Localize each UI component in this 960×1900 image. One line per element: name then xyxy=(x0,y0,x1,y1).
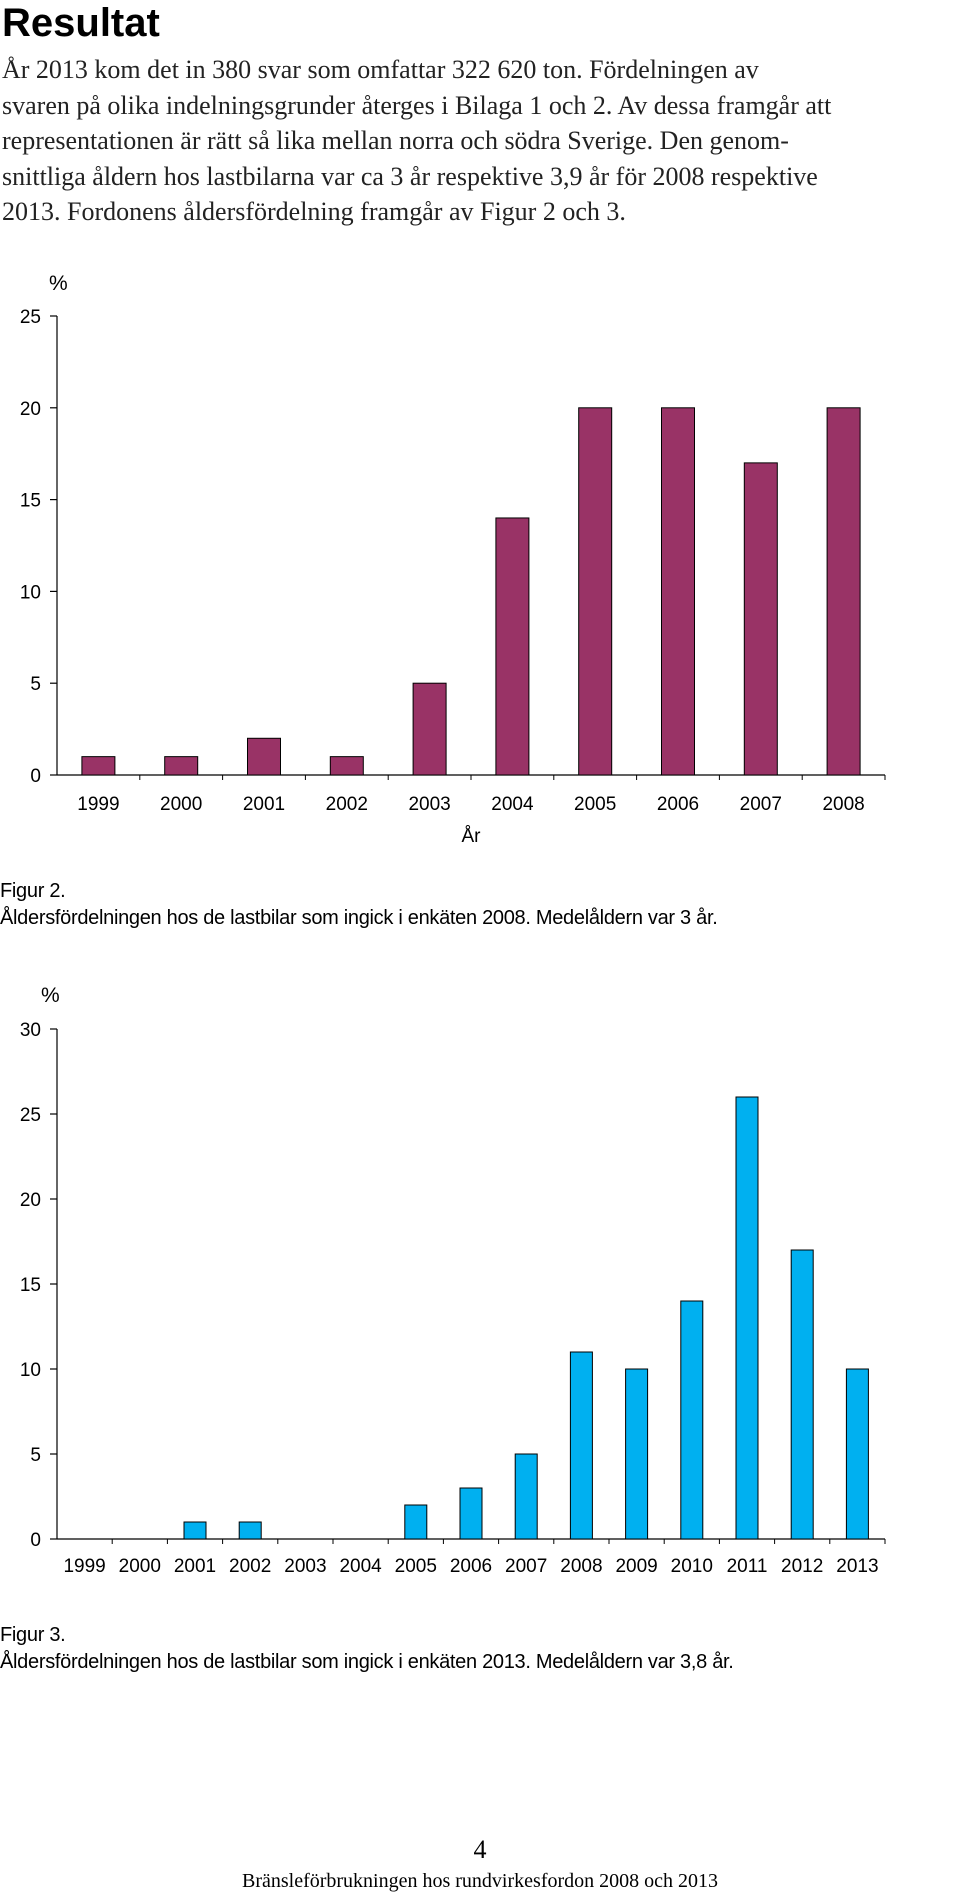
bar-2008 xyxy=(826,407,861,776)
y-tick-label: 10 xyxy=(20,582,41,603)
bar-2010 xyxy=(680,1300,704,1540)
x-tick-label: 2000 xyxy=(119,1556,161,1577)
figure-2-bar-chart: 0 5 10 15 20 25% 1999 2000 2001 2002 2003 2004 2005 2… xyxy=(20,272,886,847)
x-tick-label: 2011 xyxy=(727,1556,768,1577)
bar-2006 xyxy=(661,407,695,776)
x-tick-label: 2003 xyxy=(284,1556,326,1577)
bar-2005 xyxy=(404,1504,428,1540)
x-tick-label: 2007 xyxy=(740,794,782,815)
x-tick-label: 1999 xyxy=(63,1556,105,1577)
page-heading: Resultat xyxy=(2,1,160,45)
y-tick-label: 25 xyxy=(20,1105,41,1126)
bar-2009 xyxy=(625,1368,649,1540)
bar-2002 xyxy=(238,1521,262,1540)
bar-2003 xyxy=(412,682,447,776)
figure-3-bar-chart: 0 5 10 15 20 25 30% 1999 2000 2001 2002 2003 2004 200… xyxy=(20,984,886,1577)
bar-2011 xyxy=(735,1096,759,1540)
page-number: 4 xyxy=(473,1835,487,1864)
paragraph-line: representationen är rätt så lika mellan … xyxy=(2,126,789,155)
bar-1999 xyxy=(81,756,116,776)
paragraph-line: snittliga åldern hos lastbilarna var ca … xyxy=(2,161,818,191)
x-tick-label: 2005 xyxy=(395,1556,437,1577)
x-tick-label: 2007 xyxy=(505,1556,547,1577)
y-tick-label: 0 xyxy=(30,766,41,787)
bar-2002 xyxy=(329,756,364,776)
y-tick-label: 15 xyxy=(20,1275,41,1296)
bar-2005 xyxy=(578,407,613,776)
bar-2001 xyxy=(183,1521,207,1540)
x-tick-label: 2008 xyxy=(560,1556,602,1577)
x-tick-label: 2012 xyxy=(781,1556,823,1577)
x-tick-label: 2004 xyxy=(491,794,534,815)
y-tick-label: 15 xyxy=(20,491,41,512)
y-tick-label: 30 xyxy=(20,1020,41,1041)
x-tick-label: 2002 xyxy=(326,794,368,815)
bar-2006 xyxy=(459,1487,483,1540)
y-axis-label: % xyxy=(41,984,60,1007)
x-tick-label: 2004 xyxy=(339,1556,382,1577)
x-tick-label: 2013 xyxy=(836,1556,878,1577)
figure-2-caption-text: Åldersfördelningen hos de lastbilar som … xyxy=(0,907,718,929)
bar-2008 xyxy=(569,1351,593,1540)
x-tick-label: 2008 xyxy=(822,794,864,815)
bar-2000 xyxy=(164,756,199,776)
y-tick-label: 0 xyxy=(30,1530,41,1551)
y-tick-label: 20 xyxy=(20,399,41,420)
x-tick-label: 2002 xyxy=(229,1556,271,1577)
x-tick-label: 2010 xyxy=(671,1556,713,1577)
y-axis-label: % xyxy=(49,272,68,295)
bar-2012 xyxy=(790,1249,814,1540)
y-tick-label: 20 xyxy=(20,1190,41,1211)
paragraph-line: 2013. Fordonens åldersfördelning framgår… xyxy=(2,197,626,226)
bar-2007 xyxy=(514,1453,538,1540)
x-tick-label: 2001 xyxy=(243,794,285,815)
figure-2-label: Figur 2. xyxy=(0,880,66,902)
figure-2-caption: Figur 2. Åldersfördelningen hos de lastb… xyxy=(0,878,718,932)
paragraph-line: svaren på olika indelningsgrunder återge… xyxy=(2,90,832,120)
y-tick-label: 5 xyxy=(30,674,41,695)
x-tick-label: 2005 xyxy=(574,794,616,815)
y-tick-label: 10 xyxy=(20,1360,41,1381)
y-tick-label: 5 xyxy=(30,1445,41,1466)
bar-2013 xyxy=(845,1368,869,1540)
bar-2004 xyxy=(495,517,530,776)
x-tick-label: 1999 xyxy=(77,794,119,815)
x-tick-label: 2006 xyxy=(450,1556,492,1577)
y-tick-label: 25 xyxy=(20,307,41,328)
x-tick-label: 2003 xyxy=(408,794,450,815)
intro-paragraph: År 2013 kom det in 380 svar som omfattar… xyxy=(2,52,952,230)
bar-2001 xyxy=(247,737,281,776)
figure-3-caption-text: Åldersfördelningen hos de lastbilar som … xyxy=(0,1651,734,1673)
x-tick-label: 2001 xyxy=(174,1556,216,1577)
figure-3-label: Figur 3. xyxy=(0,1624,66,1646)
page-footer: Bränsleförbrukningen hos rundvirkesfordo… xyxy=(241,1870,719,1892)
x-tick-label: 2000 xyxy=(160,794,202,815)
bar-2007 xyxy=(743,462,778,776)
x-tick-label: 2006 xyxy=(657,794,699,815)
paragraph-line: År 2013 kom det in 380 svar som omfattar… xyxy=(2,55,759,84)
x-axis-label: År xyxy=(462,826,482,847)
figure-3-caption: Figur 3. Åldersfördelningen hos de lastb… xyxy=(0,1622,734,1676)
x-tick-label: 2009 xyxy=(615,1556,657,1577)
